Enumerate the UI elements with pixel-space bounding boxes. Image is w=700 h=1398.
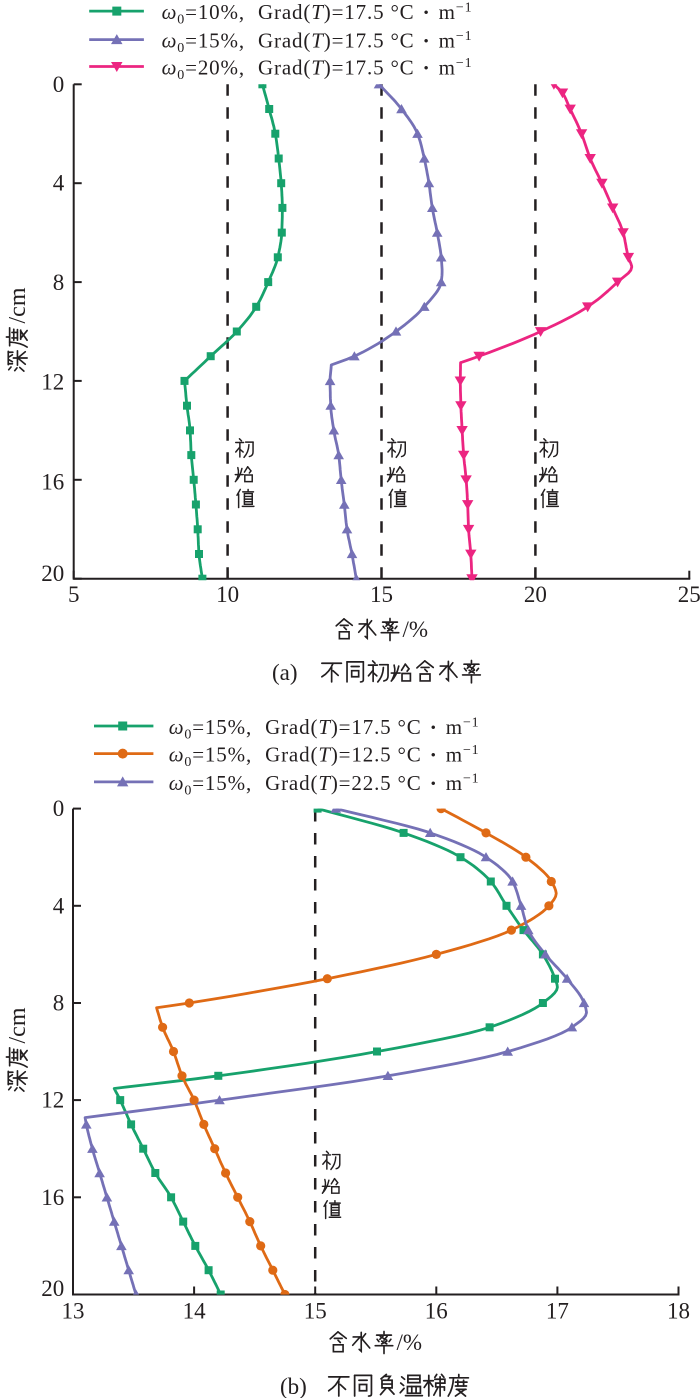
svg-text:20: 20 <box>41 1276 64 1301</box>
svg-text:12: 12 <box>41 1088 64 1113</box>
svg-text:25: 25 <box>678 582 700 607</box>
svg-text:4: 4 <box>53 893 65 918</box>
svg-text:/%: /% <box>397 1330 423 1355</box>
svg-text:20: 20 <box>524 582 547 607</box>
svg-text:4: 4 <box>53 171 65 196</box>
svg-text:15: 15 <box>370 582 393 607</box>
svg-text:5: 5 <box>68 582 80 607</box>
svg-text:ω0=15%,Grad(T)=17.5°C•m−1: ω0=15%, Grad(T)=17.5 °C • m−1 <box>162 29 473 57</box>
svg-text:8: 8 <box>53 991 65 1016</box>
svg-text:14: 14 <box>183 1299 207 1324</box>
svg-text:16: 16 <box>425 1299 448 1324</box>
svg-text:ω0=15%,Grad(T)=17.5°C•m−1: ω0=15%, Grad(T)=17.5 °C • m−1 <box>169 715 480 743</box>
svg-text:16: 16 <box>41 470 64 495</box>
svg-text:10: 10 <box>216 582 239 607</box>
svg-text:(b): (b) <box>280 1374 307 1398</box>
svg-text:15: 15 <box>304 1299 327 1324</box>
svg-text:ω0=15%,Grad(T)=12.5°C•m−1: ω0=15%, Grad(T)=12.5 °C • m−1 <box>169 743 480 771</box>
svg-text:8: 8 <box>53 270 65 295</box>
svg-text:/%: /% <box>403 617 429 642</box>
svg-text:0: 0 <box>53 72 65 97</box>
svg-text:0: 0 <box>53 796 65 821</box>
svg-text:18: 18 <box>667 1299 690 1324</box>
svg-text:20: 20 <box>41 561 64 586</box>
svg-text:ω0=10%,Grad(T)=17.5°C•m−1: ω0=10%, Grad(T)=17.5 °C • m−1 <box>162 0 473 28</box>
svg-text:16: 16 <box>41 1185 64 1210</box>
svg-text:(a): (a) <box>272 660 298 685</box>
svg-text:17: 17 <box>546 1299 569 1324</box>
svg-text:ω0=15%,Grad(T)=22.5°C•m−1: ω0=15%, Grad(T)=22.5 °C • m−1 <box>169 771 480 799</box>
svg-text:/cm: /cm <box>5 287 31 323</box>
svg-text:13: 13 <box>62 1299 85 1324</box>
svg-text:12: 12 <box>41 370 64 395</box>
svg-text:ω0=20%,Grad(T)=17.5°C•m−1: ω0=20%, Grad(T)=17.5 °C • m−1 <box>162 56 473 84</box>
svg-text:/cm: /cm <box>5 1007 31 1043</box>
